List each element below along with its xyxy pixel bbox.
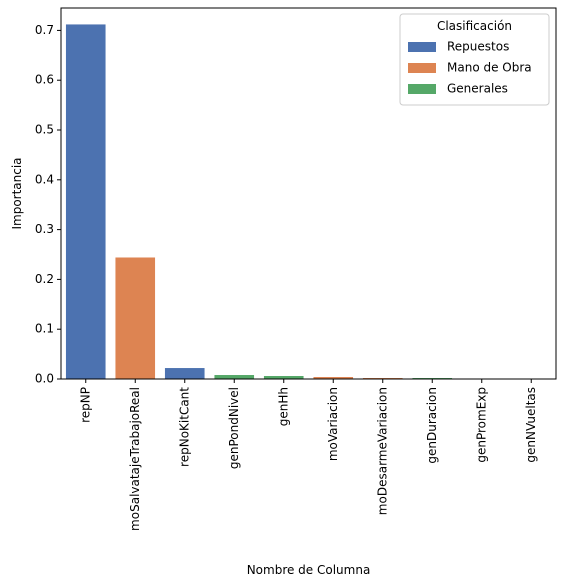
x-tick-label: moVariacion [326, 387, 340, 461]
bar-moVariacion [313, 377, 354, 379]
x-axis-ticks: repNP moSalvatajeTrabajoReal repNoKitCant g… [78, 379, 538, 531]
x-tick-label: genPromExp [474, 387, 488, 463]
x-tick-label: repNP [78, 387, 92, 423]
y-tick-label: 0.1 [35, 322, 54, 336]
bar-genPondNivel [214, 375, 255, 379]
x-tick-label: moDesarmeVariacion [375, 387, 389, 515]
bar-repNP [65, 24, 106, 379]
x-tick-label: repNoKitCant [177, 387, 191, 467]
x-axis-label: Nombre de Columna [247, 563, 371, 577]
legend-box [399, 13, 550, 106]
y-tick-label: 0.2 [35, 272, 54, 286]
x-tick-label: genDuracion [425, 387, 439, 464]
plot-frame [60, 7, 557, 380]
bar-moSalvatajeTrabajoReal [115, 257, 156, 379]
legend-swatch-generales [408, 84, 436, 94]
legend: Clasificación Repuestos Mano de Obra Genera… [399, 13, 550, 106]
y-tick-label: 0.3 [35, 222, 54, 236]
legend-swatch-mano-de-obra [408, 63, 436, 73]
y-tick-label: 0.0 [35, 372, 54, 386]
y-axis-label: Importancia [10, 157, 24, 229]
x-tick-label: genNVueltas [524, 387, 538, 463]
y-tick-label: 0.5 [35, 123, 54, 137]
y-axis-ticks: 0.0 0.1 0.2 0.3 0.4 0.5 0.6 0.7 [35, 23, 61, 386]
x-tick-label: genHh [276, 387, 290, 426]
bars [65, 24, 552, 379]
bar-genHh [263, 376, 304, 379]
x-tick-label: moSalvatajeTrabajoReal [128, 387, 142, 531]
legend-title: Clasificación [437, 19, 512, 33]
y-tick-label: 0.6 [35, 73, 54, 87]
legend-label: Mano de Obra [447, 61, 532, 75]
y-tick-label: 0.4 [35, 172, 54, 186]
y-tick-label: 0.7 [35, 23, 54, 37]
legend-swatch-repuestos [408, 42, 436, 52]
legend-label: Generales [447, 82, 508, 96]
x-tick-label: genPondNivel [227, 387, 241, 469]
legend-label: Repuestos [447, 40, 509, 54]
bar-repNoKitCant [164, 368, 205, 379]
